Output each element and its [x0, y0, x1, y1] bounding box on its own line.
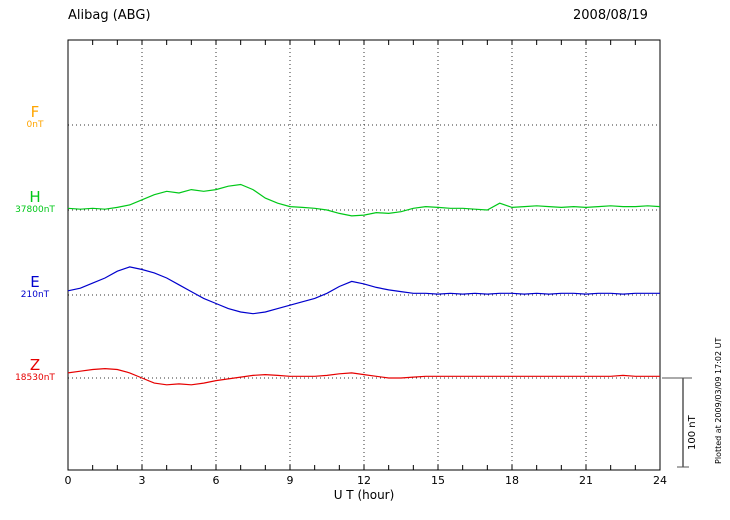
scale-bar-label: 100 nT [687, 415, 698, 450]
x-axis-title: U T (hour) [333, 488, 395, 502]
x-tick-label-24: 24 [653, 474, 667, 487]
station-title: Alibag (ABG) [68, 8, 151, 23]
x-tick-label-18: 18 [505, 474, 519, 487]
trace-h [67, 183, 661, 217]
component-letter-e: E [30, 273, 40, 291]
x-axis-tick-labels: 0 3 6 9 12 15 18 21 24 [0, 474, 730, 488]
x-tick-label-12: 12 [357, 474, 371, 487]
plot-date: 2008/08/19 [573, 8, 648, 23]
plotted-at-note: Plotted at 2009/03/09 17:02 UT [714, 337, 723, 464]
x-tick-label-0: 0 [64, 474, 72, 487]
trace-z [67, 367, 660, 386]
component-baseline-h: 37800nT [15, 205, 55, 215]
component-label-z: Z 18530nT [4, 357, 66, 384]
component-baseline-z: 18530nT [15, 373, 55, 383]
component-label-h: H 37800nT [4, 189, 66, 216]
component-baseline-f: 0nT [26, 120, 44, 130]
component-label-f: F 0nT [4, 104, 66, 131]
component-letter-f: F [30, 103, 40, 121]
x-tick-label-6: 6 [212, 474, 220, 487]
trace-e [67, 266, 660, 315]
component-baseline-e: 210nT [20, 290, 50, 300]
component-label-e: E 210nT [4, 274, 66, 301]
x-tick-label-3: 3 [138, 474, 146, 487]
x-tick-label-9: 9 [286, 474, 294, 487]
x-tick-label-21: 21 [579, 474, 593, 487]
component-letter-h: H [29, 188, 41, 206]
x-tick-label-15: 15 [431, 474, 445, 487]
component-letter-z: Z [29, 356, 41, 374]
